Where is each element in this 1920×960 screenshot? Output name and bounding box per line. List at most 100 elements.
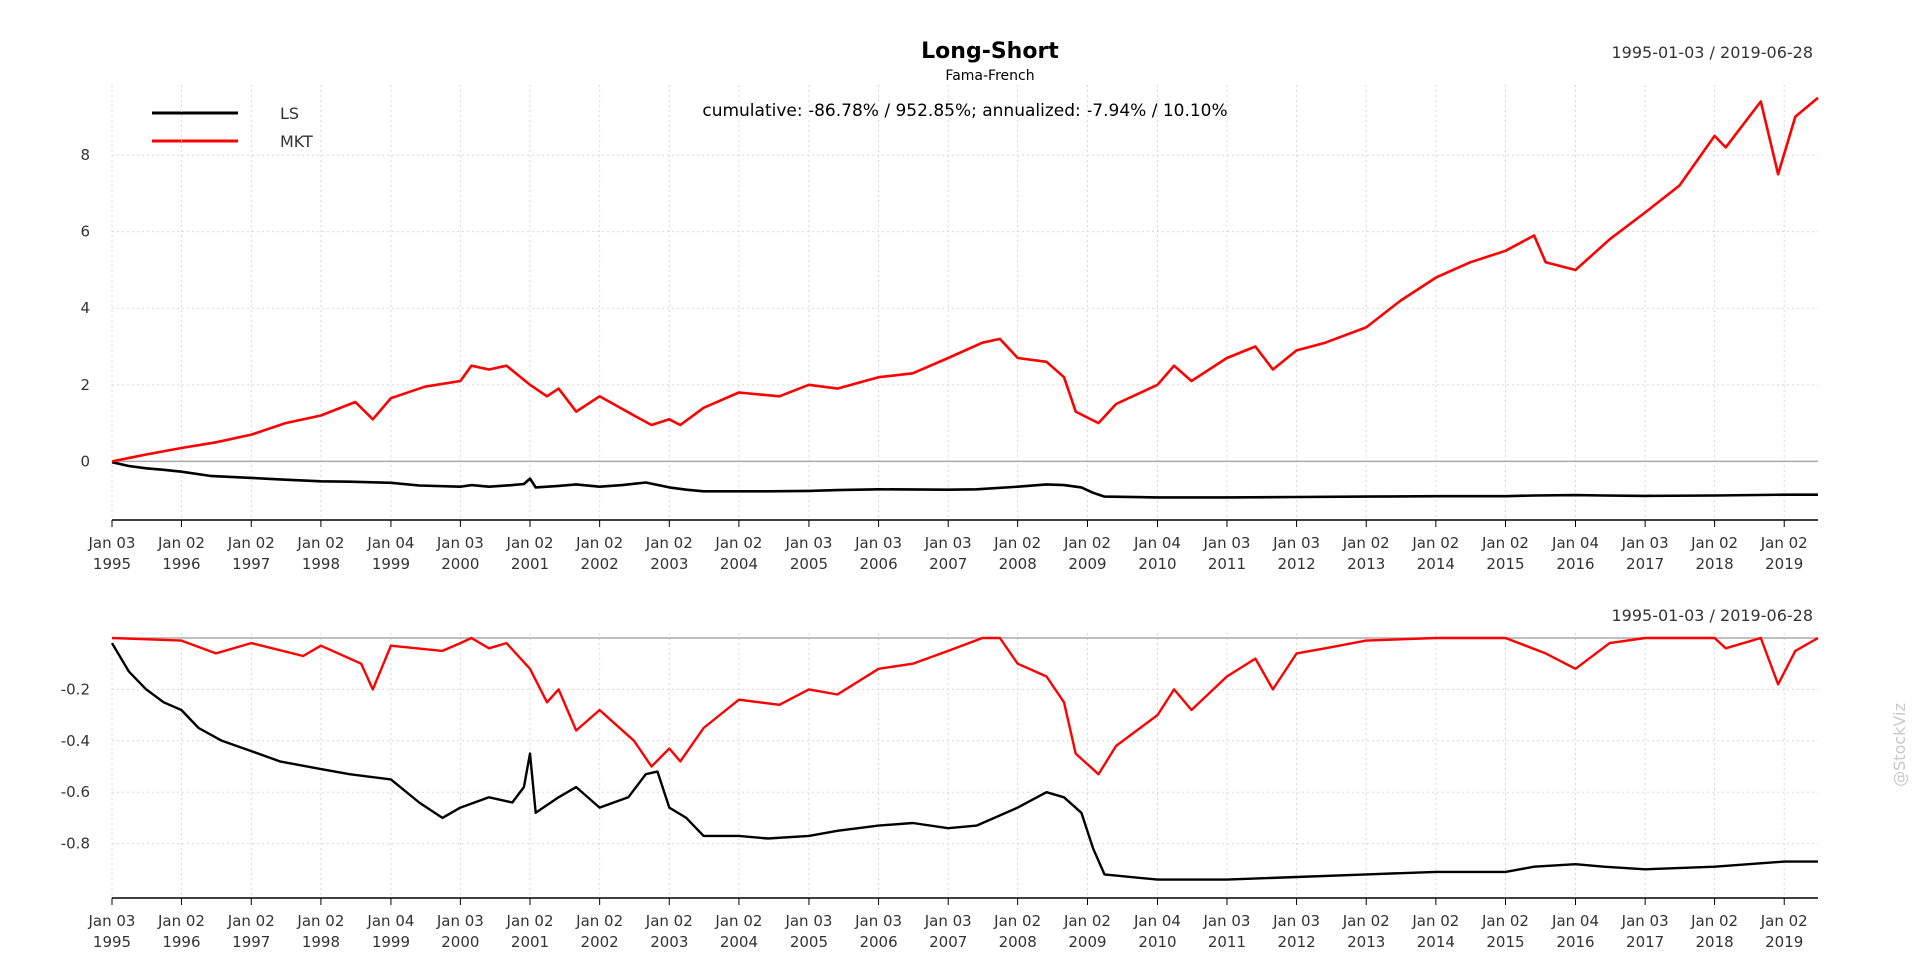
x-tick-year: 2011 [1208, 555, 1246, 573]
x-tick-year: 2005 [790, 933, 828, 951]
x-tick-year: 2016 [1556, 555, 1594, 573]
x-tick-label: Jan 03 [436, 912, 484, 930]
x-tick-label: Jan 02 [1411, 534, 1459, 552]
x-tick-year: 2009 [1068, 933, 1106, 951]
x-tick-label: Jan 03 [854, 912, 902, 930]
x-tick-year: 2007 [929, 555, 967, 573]
legend-label-mkt: MKT [280, 132, 313, 151]
x-tick-year: 2014 [1417, 555, 1455, 573]
x-tick-label: Jan 02 [1760, 912, 1808, 930]
x-tick-year: 2013 [1347, 933, 1385, 951]
x-tick-label: Jan 02 [1063, 912, 1111, 930]
y-tick-label: -0.4 [61, 732, 90, 750]
y-tick-label: -0.8 [61, 835, 90, 853]
x-tick-year: 2011 [1208, 933, 1246, 951]
x-tick-label: Jan 02 [1760, 534, 1808, 552]
legend: LS MKT [152, 104, 313, 151]
x-tick-label: Jan 03 [88, 534, 136, 552]
top-x-axis: Jan 03 1995 Jan 02 1996 Jan 02 1997 Jan 02 1998… [88, 519, 1818, 573]
x-tick-label: Jan 04 [1551, 912, 1599, 930]
x-tick-label: Jan 03 [88, 912, 136, 930]
date-range-bottom: 1995-01-03 / 2019-06-28 [1611, 606, 1813, 625]
x-tick-year: 2006 [859, 555, 897, 573]
x-tick-year: 1997 [232, 555, 270, 573]
x-tick-label: Jan 02 [1342, 912, 1390, 930]
x-tick-label: Jan 02 [575, 534, 623, 552]
y-tick-label: 8 [80, 146, 90, 164]
bottom-series [110, 636, 1819, 881]
y-tick-label: 6 [80, 223, 90, 241]
x-tick-label: Jan 02 [1690, 534, 1738, 552]
x-tick-year: 2013 [1347, 555, 1385, 573]
x-tick-year: 2000 [441, 555, 479, 573]
bottom-y-axis: -0.2 -0.4 -0.6 -0.8 [61, 680, 90, 852]
x-tick-year: 2001 [511, 933, 549, 951]
x-tick-label: Jan 02 [575, 912, 623, 930]
x-tick-label: Jan 02 [993, 534, 1041, 552]
x-tick-year: 2002 [581, 933, 619, 951]
legend-label-ls: LS [280, 104, 299, 123]
x-tick-label: Jan 02 [993, 912, 1041, 930]
x-tick-label: Jan 03 [784, 912, 832, 930]
x-tick-year: 1998 [302, 555, 340, 573]
series-line-mkt [111, 636, 1819, 776]
top-series [111, 96, 1819, 499]
x-tick-year: 2008 [999, 555, 1037, 573]
x-tick-label: Jan 03 [854, 534, 902, 552]
x-tick-year: 2003 [650, 555, 688, 573]
chart-subtitle: Fama-French [945, 68, 1034, 84]
x-tick-year: 2015 [1486, 933, 1524, 951]
x-tick-year: 2019 [1765, 933, 1803, 951]
x-tick-label: Jan 02 [1481, 534, 1529, 552]
x-tick-year: 1997 [232, 933, 270, 951]
x-tick-year: 1995 [93, 555, 131, 573]
x-tick-label: Jan 02 [296, 534, 344, 552]
x-tick-label: Jan 04 [366, 912, 414, 930]
x-tick-year: 2004 [720, 555, 758, 573]
top-grid [111, 85, 1818, 520]
x-tick-label: Jan 04 [1133, 534, 1181, 552]
y-tick-label: 2 [80, 376, 90, 394]
x-tick-year: 2019 [1765, 555, 1803, 573]
x-tick-label: Jan 03 [1621, 912, 1669, 930]
x-tick-year: 2015 [1486, 555, 1524, 573]
x-tick-label: Jan 03 [784, 534, 832, 552]
y-tick-label: -0.6 [61, 783, 90, 801]
x-tick-label: Jan 03 [1202, 912, 1250, 930]
x-tick-label: Jan 03 [924, 534, 972, 552]
x-tick-label: Jan 02 [506, 912, 554, 930]
x-tick-year: 2012 [1277, 555, 1315, 573]
x-tick-label: Jan 02 [1342, 534, 1390, 552]
x-tick-year: 2017 [1626, 933, 1664, 951]
x-tick-year: 1996 [162, 555, 200, 573]
bottom-grid [111, 633, 1818, 898]
bottom-x-axis: Jan 03 1995 Jan 02 1996 Jan 02 1997 Jan 02 1998… [88, 897, 1818, 951]
y-tick-label: 0 [80, 452, 90, 470]
x-tick-year: 2003 [650, 933, 688, 951]
x-tick-year: 2008 [999, 933, 1037, 951]
x-tick-year: 2000 [441, 933, 479, 951]
series-line-ls [111, 460, 1818, 499]
x-tick-label: Jan 02 [296, 912, 344, 930]
x-tick-year: 2006 [859, 933, 897, 951]
x-tick-label: Jan 02 [645, 912, 693, 930]
y-tick-label: 4 [80, 299, 90, 317]
series-line-mkt [111, 96, 1819, 463]
x-tick-year: 1999 [372, 933, 410, 951]
x-tick-year: 1999 [372, 555, 410, 573]
x-tick-year: 2018 [1696, 933, 1734, 951]
x-tick-year: 2009 [1068, 555, 1106, 573]
x-tick-label: Jan 02 [1063, 534, 1111, 552]
x-tick-year: 2010 [1138, 555, 1176, 573]
x-tick-year: 2012 [1277, 933, 1315, 951]
x-tick-label: Jan 02 [1481, 912, 1529, 930]
x-tick-year: 2018 [1696, 555, 1734, 573]
x-tick-label: Jan 03 [924, 912, 972, 930]
x-tick-label: Jan 02 [506, 534, 554, 552]
x-tick-year: 1998 [302, 933, 340, 951]
x-tick-label: Jan 02 [157, 534, 205, 552]
x-tick-label: Jan 03 [1202, 534, 1250, 552]
